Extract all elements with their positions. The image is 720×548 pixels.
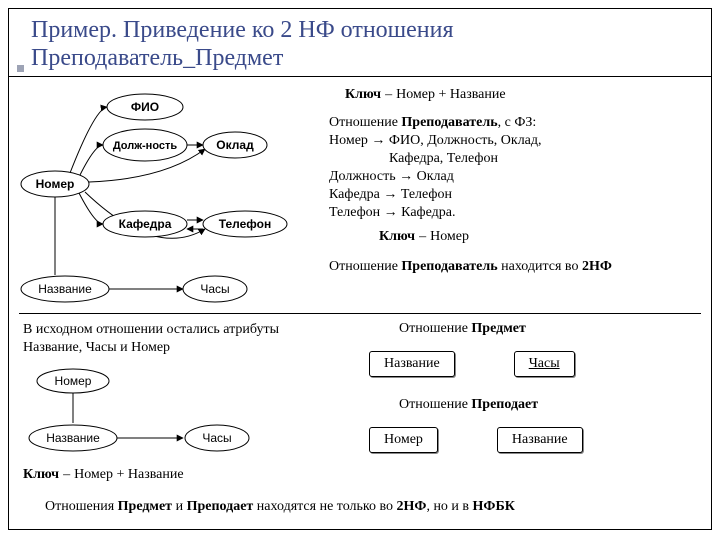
svg-text:Номер: Номер: [36, 177, 75, 191]
svg-text:Телефон: Телефон: [219, 217, 271, 231]
node-oklad: Оклад: [203, 132, 267, 158]
left-note: В исходном отношении остались атрибуты Н…: [23, 321, 323, 356]
col-nazvanie: Название: [369, 351, 455, 377]
svg-text:Кафедра: Кафедра: [119, 217, 172, 231]
col-nomer: Номер: [369, 427, 438, 453]
svg-text:Часы: Часы: [200, 282, 229, 296]
fz-l1: Номер ФИО, Должность, Оклад,: [329, 133, 542, 149]
page-title: Пример. Приведение ко 2 НФ отношения Пре…: [9, 9, 711, 77]
node-tel: Телефон: [203, 211, 287, 237]
col-nazvanie2: Название: [497, 427, 583, 453]
node-chasy: Часы: [183, 276, 247, 302]
divider: [19, 313, 701, 314]
svg-text:Часы: Часы: [202, 431, 231, 445]
fz-heading: Отношение Преподаватель, с ФЗ:: [329, 115, 536, 131]
col-chasy: Часы: [514, 351, 575, 377]
svg-text:Долж-ность: Долж-ность: [113, 140, 178, 152]
rel-prepodaet-title: Отношение Преподает: [399, 397, 538, 413]
rel-predmet-title: Отношение Предмет: [399, 321, 526, 337]
svg-text:Номер: Номер: [55, 374, 92, 388]
key-row-1: Ключ–Номер + Название: [345, 87, 506, 103]
fd-diagram-2: Номер Название Часы: [15, 363, 295, 473]
node-kaf: Кафедра: [103, 211, 187, 237]
fz-l1c: Кафедра, Телефон: [389, 151, 498, 167]
node-fio: ФИО: [107, 94, 183, 120]
rel-predmet-cols: Название Часы: [369, 351, 575, 377]
svg-text:Название: Название: [38, 282, 92, 296]
rel-prepodaet-cols: Номер Название: [369, 427, 583, 453]
bottom-line: Отношения Предмет и Преподает находятся …: [45, 499, 701, 515]
fd-diagram-1: ФИО Долж-ность Оклад Номер Кафедра Телеф…: [15, 89, 305, 309]
fz-l2: Должность Оклад: [329, 169, 454, 185]
svg-text:ФИО: ФИО: [131, 100, 159, 114]
node-nazv: Название: [21, 276, 109, 302]
fz-l4: Телефон Кафедра.: [329, 205, 455, 221]
node-nomer: Номер: [21, 171, 89, 197]
nf2-line: Отношение Преподаватель находится во 2НФ: [329, 259, 612, 275]
svg-text:Оклад: Оклад: [216, 138, 254, 152]
svg-text:Название: Название: [46, 431, 100, 445]
node-dolj: Долж-ность: [103, 129, 187, 161]
key-row-3: Ключ–Номер + Название: [23, 467, 184, 483]
fz-l3: Кафедра Телефон: [329, 187, 452, 203]
key-row-2: Ключ–Номер: [379, 229, 469, 245]
